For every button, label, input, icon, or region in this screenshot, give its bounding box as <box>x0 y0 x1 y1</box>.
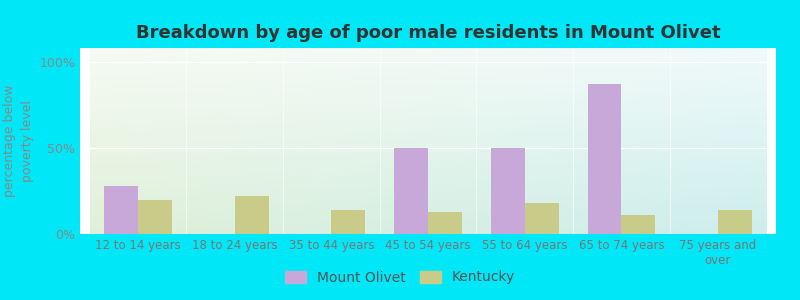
Bar <box>587 84 622 234</box>
Bar <box>394 148 428 234</box>
Bar <box>138 200 172 234</box>
Legend: Mount Olivet, Kentucky: Mount Olivet, Kentucky <box>279 265 521 290</box>
Bar <box>622 215 655 234</box>
Title: Breakdown by age of poor male residents in Mount Olivet: Breakdown by age of poor male residents … <box>136 24 720 42</box>
Bar <box>428 212 462 234</box>
Bar <box>491 148 525 234</box>
Y-axis label: percentage below
poverty level: percentage below poverty level <box>2 85 34 197</box>
Bar <box>718 210 752 234</box>
Bar <box>525 203 558 234</box>
Bar <box>234 196 269 234</box>
Bar <box>104 186 138 234</box>
Bar <box>331 210 365 234</box>
